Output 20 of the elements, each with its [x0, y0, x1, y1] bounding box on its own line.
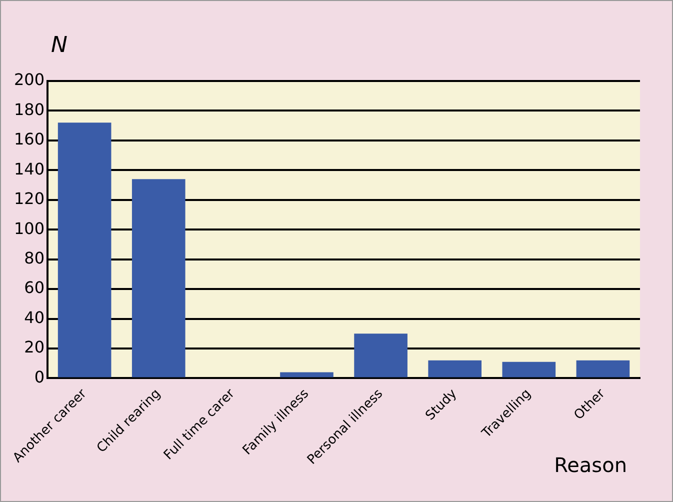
y-tick-label: 80 [24, 248, 45, 268]
bar [576, 360, 630, 378]
y-tick-label: 40 [24, 308, 45, 327]
bar [354, 334, 408, 378]
y-tick-label: 60 [24, 278, 45, 298]
bar [280, 372, 334, 378]
y-tick-label: 140 [14, 159, 45, 178]
bar [502, 362, 556, 378]
y-axis-title: N [51, 33, 68, 58]
bar [428, 360, 482, 378]
y-tick-label: 160 [14, 130, 45, 149]
bar [58, 122, 112, 378]
y-tick-label: 180 [14, 100, 45, 119]
y-tick-label: 200 [14, 70, 45, 90]
x-axis-title: Reason [554, 453, 627, 477]
y-tick-label: 100 [14, 218, 45, 238]
y-tick-label: 120 [14, 189, 45, 208]
y-tick-label: 20 [24, 338, 45, 357]
y-tick-label: 0 [34, 367, 45, 386]
bar [132, 179, 186, 378]
